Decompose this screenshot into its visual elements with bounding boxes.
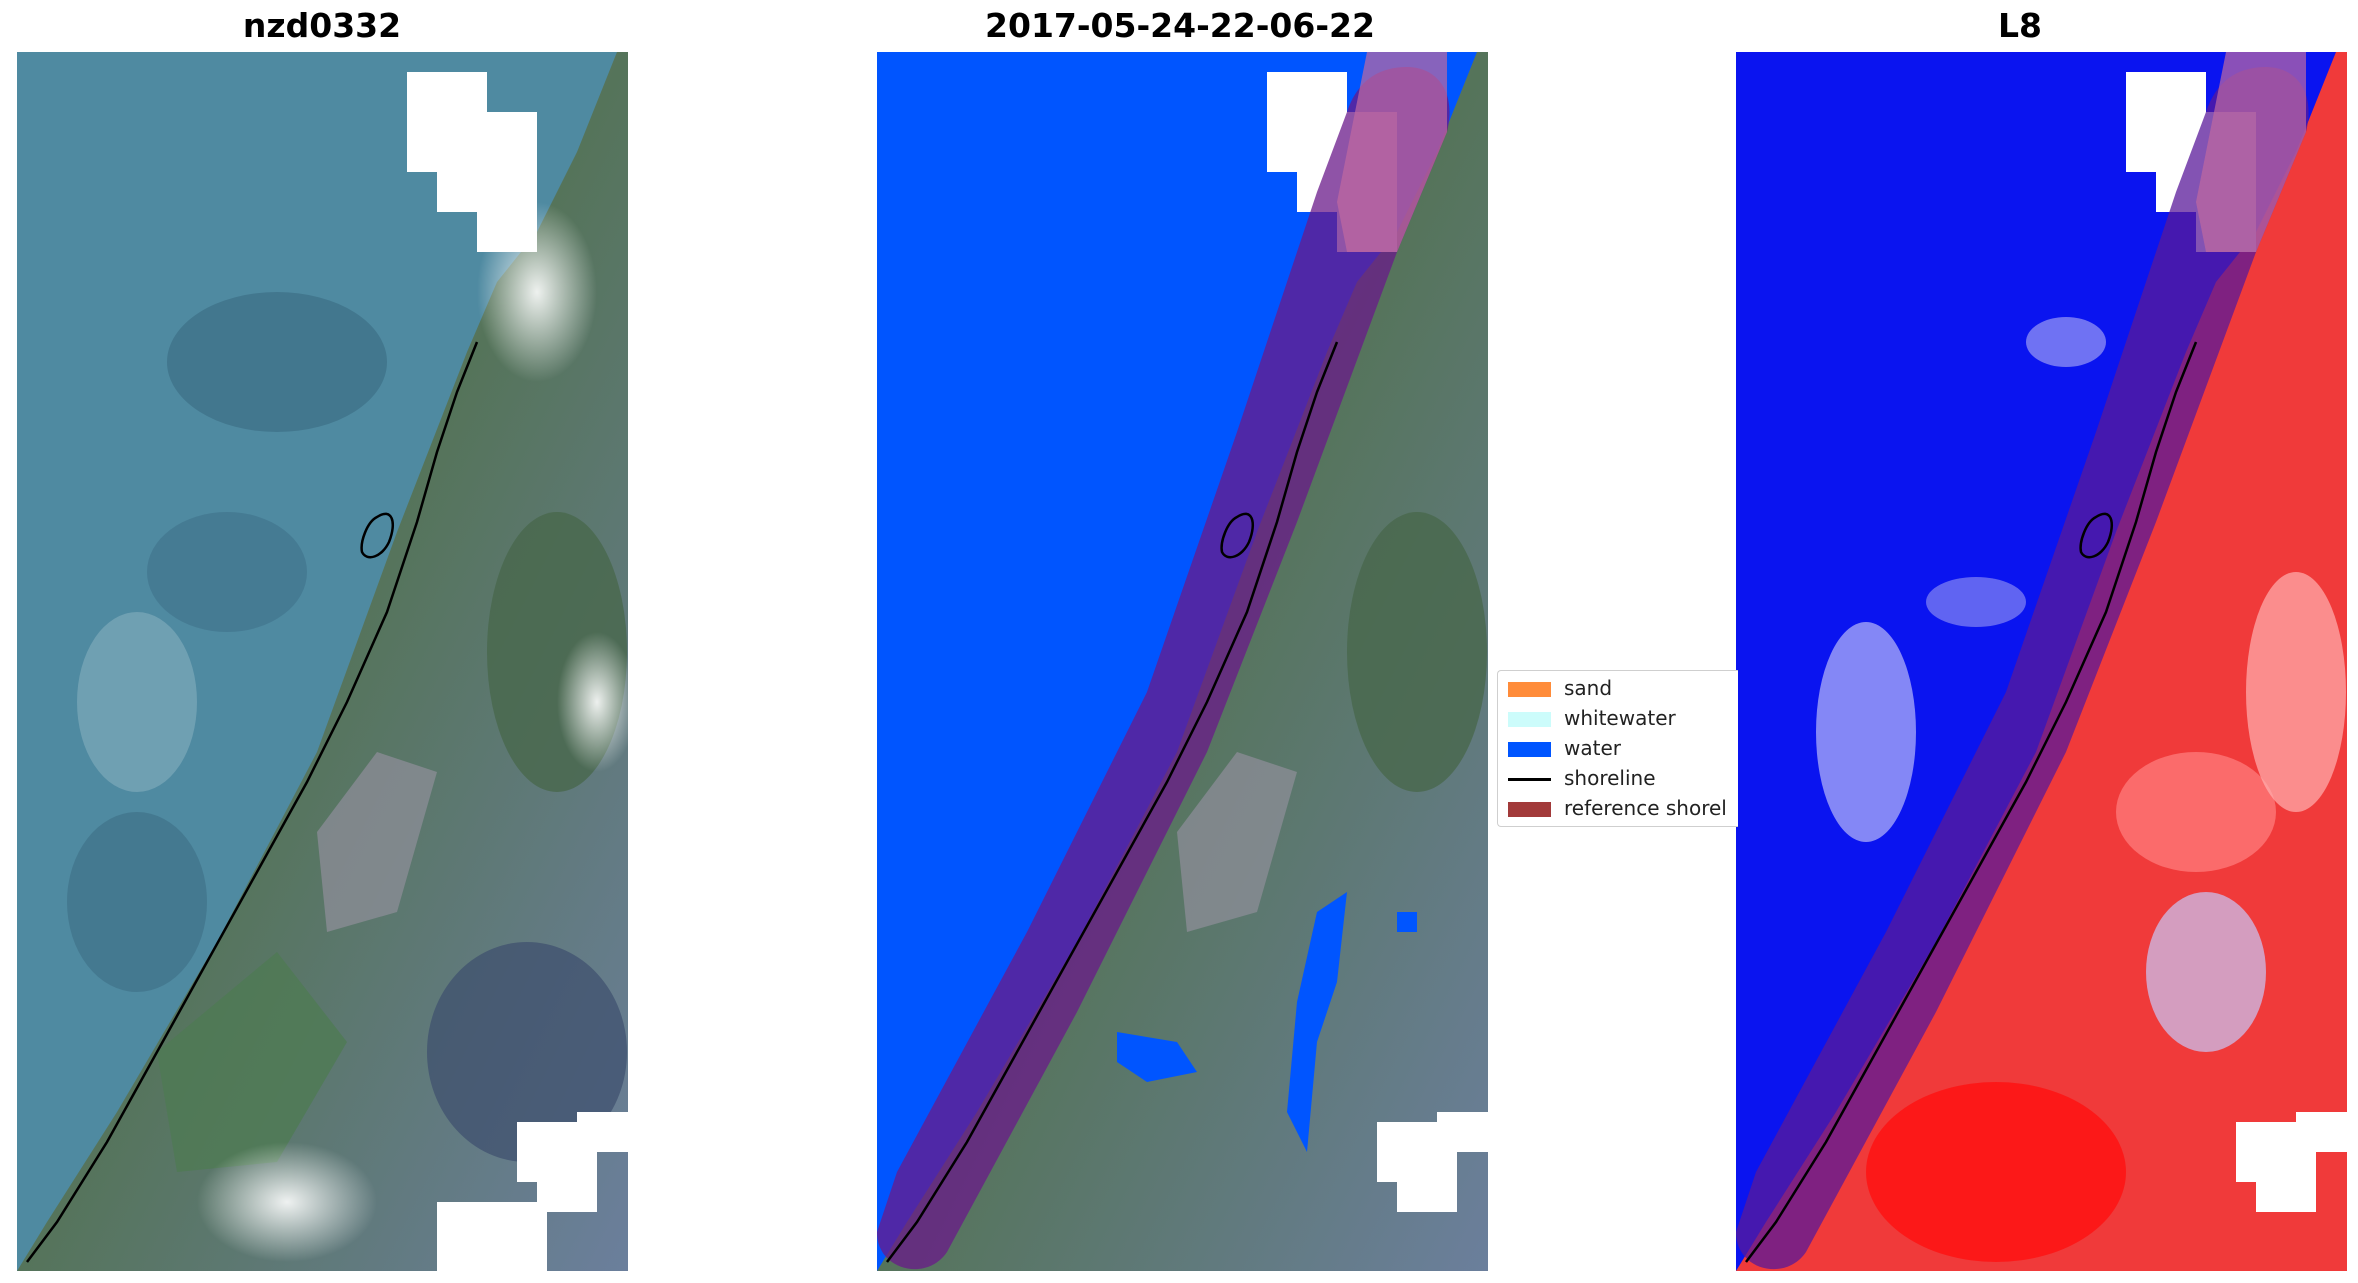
legend-label-shoreline: shoreline xyxy=(1564,766,1656,790)
rgb-image-panel xyxy=(17,52,628,1271)
legend-label-reference-shoreline: reference shorel xyxy=(1564,796,1727,820)
index-image-panel xyxy=(1736,52,2347,1271)
rgb-image xyxy=(17,52,628,1271)
panel-title-classified: 2017-05-24-22-06-22 xyxy=(985,6,1375,45)
classified-image xyxy=(877,52,1488,1271)
index-image xyxy=(1736,52,2347,1271)
legend-item-water: water xyxy=(1498,734,1738,764)
legend-label-water: water xyxy=(1564,736,1621,760)
legend-swatch-water xyxy=(1508,742,1551,757)
legend-item-whitewater: whitewater xyxy=(1498,704,1738,734)
panel-title-index: L8 xyxy=(1998,6,2042,45)
legend-swatch-reference-shoreline xyxy=(1508,802,1551,817)
legend-line-shoreline xyxy=(1508,778,1551,781)
legend-swatch-sand xyxy=(1508,682,1551,697)
panel-title-rgb: nzd0332 xyxy=(242,6,402,45)
legend-label-sand: sand xyxy=(1564,676,1613,700)
legend-item-sand: sand xyxy=(1498,674,1738,704)
legend-swatch-whitewater xyxy=(1508,712,1551,727)
legend-item-shoreline: shoreline xyxy=(1498,764,1738,794)
legend-label-whitewater: whitewater xyxy=(1564,706,1676,730)
legend: sand whitewater water shoreline referenc… xyxy=(1497,670,1738,827)
classified-image-panel xyxy=(877,52,1488,1271)
legend-item-reference-shoreline: reference shorel xyxy=(1498,794,1738,824)
